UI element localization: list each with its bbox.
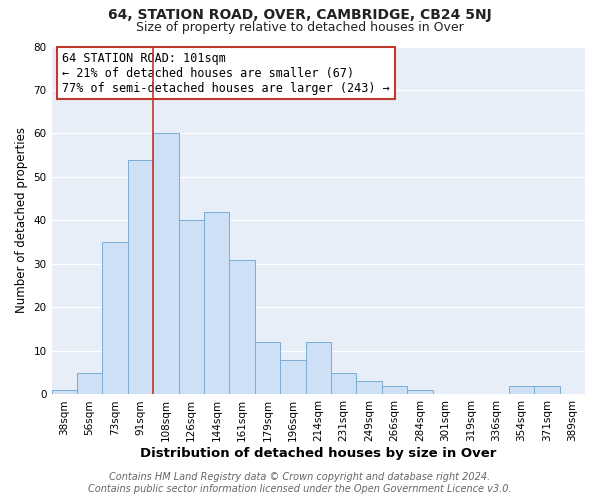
Text: Contains HM Land Registry data © Crown copyright and database right 2024.
Contai: Contains HM Land Registry data © Crown c… [88,472,512,494]
Bar [305,342,331,394]
Y-axis label: Number of detached properties: Number of detached properties [15,128,28,314]
Bar [229,260,255,394]
Bar [128,160,153,394]
Bar [103,242,128,394]
Bar [382,386,407,394]
Bar [52,390,77,394]
Bar [356,382,382,394]
Bar [77,372,103,394]
Bar [179,220,204,394]
Text: 64, STATION ROAD, OVER, CAMBRIDGE, CB24 5NJ: 64, STATION ROAD, OVER, CAMBRIDGE, CB24 … [108,8,492,22]
Bar [255,342,280,394]
Bar [280,360,305,394]
Bar [509,386,534,394]
Bar [407,390,433,394]
X-axis label: Distribution of detached houses by size in Over: Distribution of detached houses by size … [140,447,496,460]
Text: 64 STATION ROAD: 101sqm
← 21% of detached houses are smaller (67)
77% of semi-de: 64 STATION ROAD: 101sqm ← 21% of detache… [62,52,390,94]
Bar [204,212,229,394]
Bar [331,372,356,394]
Text: Size of property relative to detached houses in Over: Size of property relative to detached ho… [136,21,464,34]
Bar [153,134,179,394]
Bar [534,386,560,394]
